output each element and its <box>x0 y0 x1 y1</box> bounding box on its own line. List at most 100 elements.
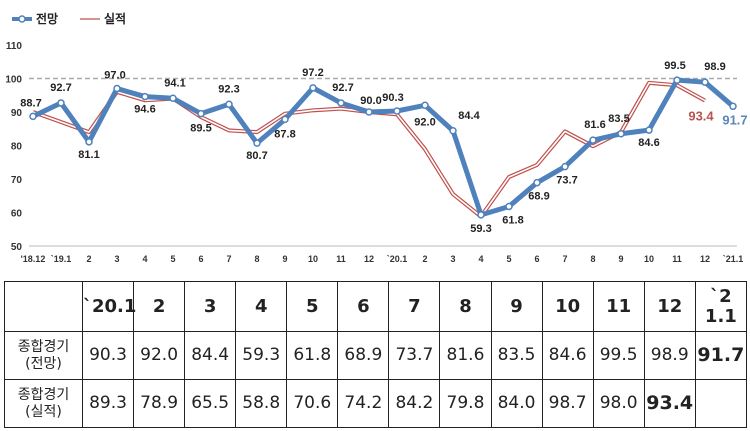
table-cell: 74.2 <box>337 379 390 428</box>
data-label-forecast: 94.6 <box>134 104 155 116</box>
forecast-point <box>29 112 37 121</box>
forecast-point <box>533 178 541 187</box>
x-tick-label: 4 <box>478 254 483 264</box>
data-table: `20.1 2 3 4 5 6 7 8 9 10 11 12 `21.1 종합경… <box>4 281 748 428</box>
x-tick-label: 6 <box>198 254 203 264</box>
forecast-point <box>449 127 457 135</box>
x-tick-label: 9 <box>282 254 287 264</box>
data-label-forecast: 88.7 <box>20 97 41 109</box>
forecast-point <box>169 94 177 103</box>
table-cell: 58.8 <box>235 379 288 428</box>
data-label-forecast: 90.3 <box>382 92 403 104</box>
forecast-point <box>225 100 233 109</box>
y-tick-label: 70 <box>11 175 23 186</box>
table-cell: 89.3 <box>81 379 135 428</box>
legend: 전망 실적 <box>12 11 126 26</box>
table-cell: 92.0 <box>133 331 186 380</box>
y-tick-label: 50 <box>11 242 23 253</box>
data-label-forecast: 68.9 <box>528 191 549 203</box>
x-tick-label: 5 <box>506 254 511 264</box>
x-tick-label: 7 <box>226 254 231 264</box>
table-header-cell: 3 <box>184 281 237 332</box>
table-header-cell: `21.1 <box>694 281 748 332</box>
x-tick-label: 5 <box>170 254 175 264</box>
data-label-forecast: 94.1 <box>164 77 185 89</box>
forecast-point <box>253 139 261 147</box>
data-label-forecast: 84.4 <box>458 110 480 122</box>
data-label-forecast: 91.7 <box>722 112 747 127</box>
x-tick-label: 8 <box>254 254 259 264</box>
table-cell: 65.5 <box>184 379 237 428</box>
x-tick-label: 2 <box>422 254 427 264</box>
data-label-forecast: 92.0 <box>414 116 435 128</box>
y-tick-label: 60 <box>11 209 23 220</box>
table-cell: 61.8 <box>286 331 339 380</box>
data-label-forecast: 83.5 <box>608 113 629 125</box>
x-tick-label: 10 <box>644 254 654 264</box>
table-header-cell: 8 <box>439 281 492 332</box>
line-chart: 전망 실적 50 60 70 80 90 100 110 '18.12 `19.1 2 3 4 5 6 7 8… <box>5 11 747 264</box>
x-tick-label: 9 <box>618 254 623 264</box>
row-label-line2: (실적) <box>25 403 62 420</box>
data-label-forecast: 73.7 <box>556 175 577 187</box>
row-label-line2: (전망) <box>25 355 62 372</box>
table-cell: 84.0 <box>490 379 543 428</box>
table-cell: 90.3 <box>81 331 135 380</box>
table-cell: 98.9 <box>643 331 696 380</box>
forecast-point <box>337 99 345 107</box>
forecast-point <box>57 99 65 107</box>
table-cell: 84.2 <box>388 379 441 428</box>
x-tick-label: 8 <box>590 254 595 264</box>
legend-label-actual: 실적 <box>104 11 126 26</box>
legend-label-forecast: 전망 <box>36 11 58 26</box>
y-tick-label: 110 <box>6 41 23 52</box>
forecast-point <box>589 136 597 144</box>
table-corner-cell <box>4 281 83 332</box>
table-header-cell: 10 <box>541 281 594 332</box>
x-tick-label: 12 <box>700 254 710 264</box>
x-tick-label: '18.12 <box>21 254 46 264</box>
data-label-forecast: 92.7 <box>332 82 353 94</box>
forecast-point <box>85 138 93 146</box>
row-label-line1: 종합경기 <box>17 338 70 355</box>
table-header-cell: 12 <box>643 281 696 332</box>
x-tick-label: 2 <box>86 254 91 264</box>
data-label-forecast: 81.6 <box>584 119 605 131</box>
x-tick-label: `20.1 <box>387 254 408 264</box>
table-header-cell: 4 <box>235 281 288 332</box>
table-row-forecast: 종합경기 (전망) 90.3 92.0 84.4 59.3 61.8 68.9 … <box>4 331 748 380</box>
data-label-forecast: 92.3 <box>218 83 239 95</box>
table-header-cell: 11 <box>592 281 645 332</box>
forecast-point <box>197 109 205 118</box>
table-cell: 83.5 <box>490 331 543 380</box>
forecast-point <box>729 102 737 111</box>
table-header-row: `20.1 2 3 4 5 6 7 8 9 10 11 12 `21.1 <box>4 281 748 332</box>
table-cell: 78.9 <box>133 379 186 428</box>
data-label-actual-last: 93.4 <box>688 109 714 124</box>
x-tick-label: 11 <box>336 254 346 264</box>
forecast-point <box>393 107 401 115</box>
x-tick-label: `19.1 <box>51 254 72 264</box>
x-tick-label: 4 <box>142 254 147 264</box>
table-header-cell: `20.1 <box>81 281 136 332</box>
table-cell: 81.6 <box>439 331 492 380</box>
table-cell: 70.6 <box>286 379 339 428</box>
table-header-cell: 6 <box>337 281 390 332</box>
forecast-point <box>113 84 121 93</box>
series-lines <box>29 76 737 219</box>
table-cell: 98.7 <box>541 379 594 428</box>
x-tick-label: 11 <box>672 254 682 264</box>
forecast-point <box>505 202 513 211</box>
data-label-forecast: 97.2 <box>302 67 323 79</box>
forecast-point <box>309 84 317 92</box>
forecast-point <box>701 78 709 86</box>
data-label-forecast: 92.7 <box>50 82 71 94</box>
row-label-forecast: 종합경기 (전망) <box>4 331 83 380</box>
legend-item-actual: 실적 <box>80 11 126 26</box>
table-cell: 73.7 <box>388 331 441 380</box>
x-tick-label: `21.1 <box>723 254 744 264</box>
table-cell <box>694 379 748 428</box>
table-cell: 68.9 <box>337 331 390 380</box>
series-line-forecast <box>31 77 735 218</box>
y-tick-label: 90 <box>11 108 23 119</box>
